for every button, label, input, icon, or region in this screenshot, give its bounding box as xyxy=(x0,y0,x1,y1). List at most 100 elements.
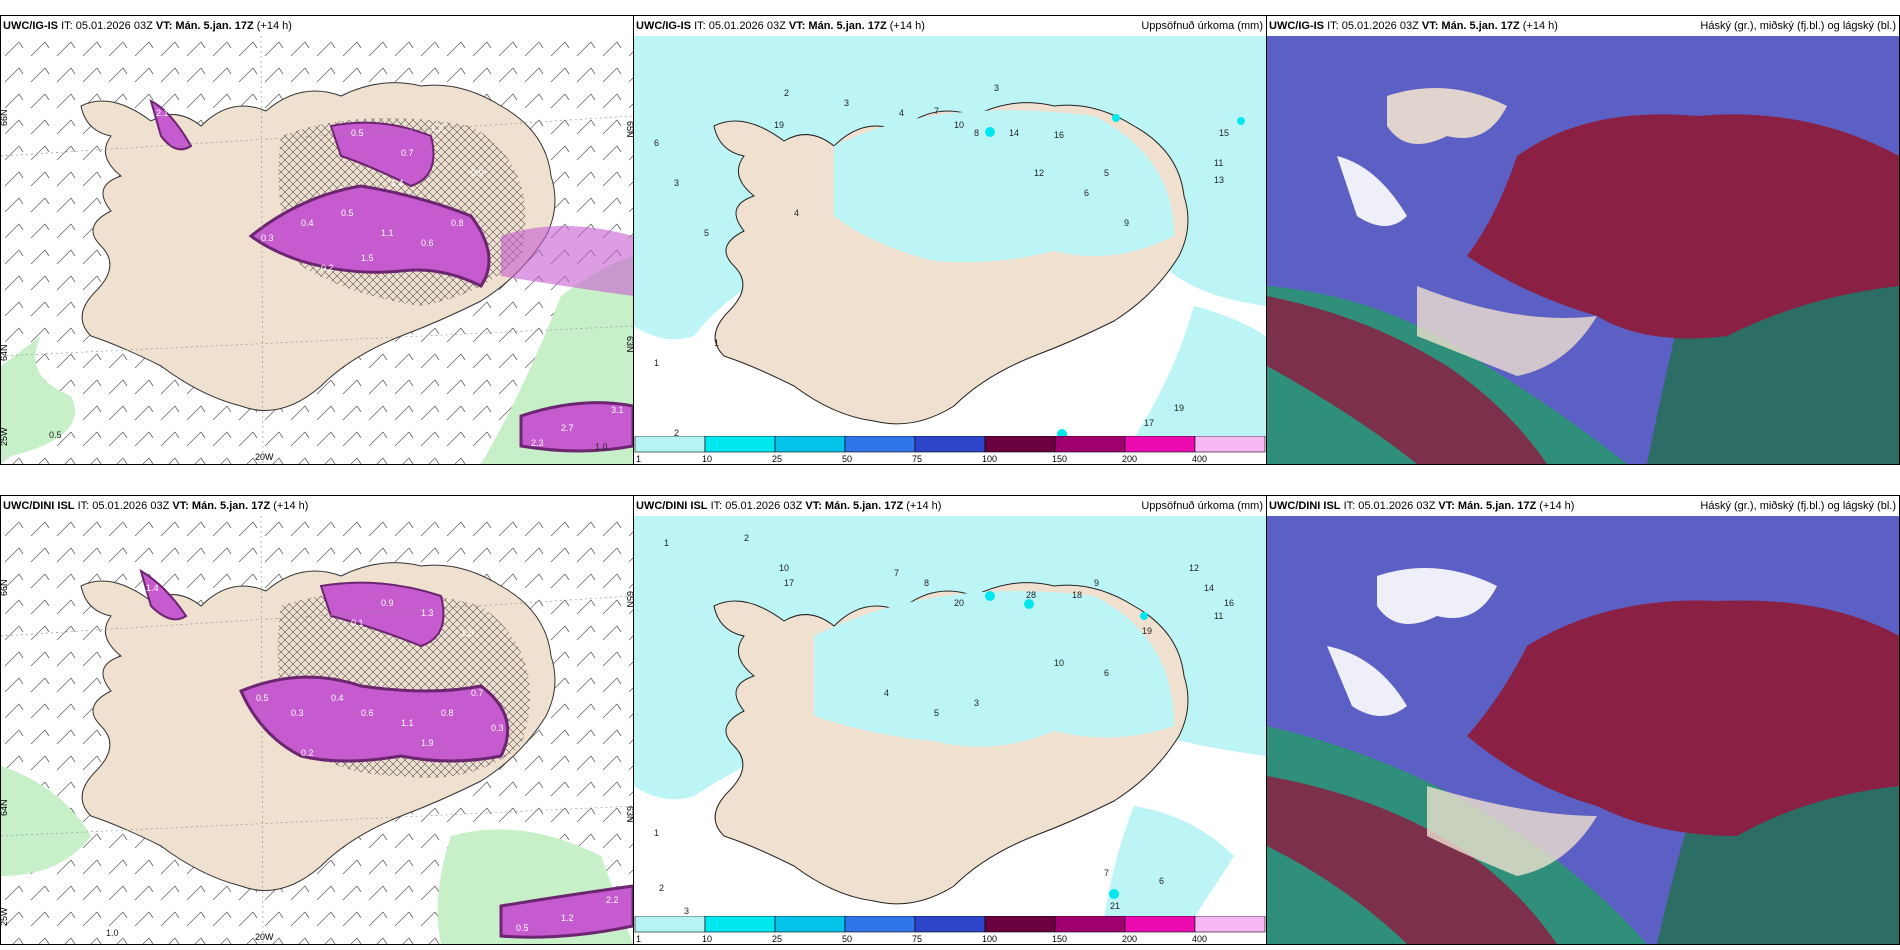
valid-time: VT: Mán. 5.jan. 17Z xyxy=(172,500,271,512)
svg-text:7: 7 xyxy=(894,568,899,578)
precip-light-area xyxy=(834,110,1174,263)
green-region xyxy=(1,766,91,876)
svg-text:1: 1 xyxy=(654,358,659,368)
svg-text:2.7: 2.7 xyxy=(561,423,574,433)
lat-label: 63N xyxy=(625,806,633,823)
svg-text:1.3: 1.3 xyxy=(421,608,434,618)
svg-text:0.2: 0.2 xyxy=(321,263,334,273)
panel-title: Uppsöfnuð úrkoma (mm) xyxy=(1141,500,1263,512)
svg-text:1.4: 1.4 xyxy=(391,178,404,188)
colorbar-tick: 100 xyxy=(982,934,997,944)
colorbar-segment xyxy=(1054,916,1126,933)
lat-label: 64N xyxy=(1,344,9,361)
svg-text:20: 20 xyxy=(954,598,964,608)
panel-title: Háský (gr.), miðský (fj.bl.) og lágský (… xyxy=(1700,20,1896,32)
colorbar-segment xyxy=(774,436,846,453)
svg-text:8: 8 xyxy=(974,128,979,138)
colorbar-tick: 400 xyxy=(1192,454,1207,464)
colorbar-tick: 200 xyxy=(1122,934,1137,944)
colorbar-segment xyxy=(914,916,986,933)
colorbar-tick: 150 xyxy=(1052,934,1067,944)
precip-light-area xyxy=(1134,306,1266,438)
panel-header: UWC/DINI ISL IT: 05.01.2026 03Z VT: Mán.… xyxy=(1,496,633,516)
svg-text:19: 19 xyxy=(774,120,784,130)
lat-label: 64N xyxy=(1,799,9,816)
high-cloud-area xyxy=(1467,600,1899,836)
green-region xyxy=(1,336,75,464)
svg-text:8: 8 xyxy=(924,578,929,588)
colorbar-segment xyxy=(914,436,986,453)
init-time: IT: 05.01.2026 03Z xyxy=(77,500,170,512)
svg-text:0.3: 0.3 xyxy=(491,723,504,733)
valid-time: VT: Mán. 5.jan. 17Z xyxy=(1438,500,1537,512)
colorbar-tick: 1 xyxy=(636,934,641,944)
panel-header: UWC/DINI ISL IT: 05.01.2026 03Z VT: Mán.… xyxy=(634,496,1266,516)
colorbar-tick: 25 xyxy=(772,454,782,464)
model-name: UWC/IG-IS xyxy=(3,20,58,32)
precip-values: 1 2 10 17 8 20 7 28 18 9 12 14 16 11 19 … xyxy=(654,533,1234,916)
svg-text:0.2: 0.2 xyxy=(301,748,314,758)
colorbar-segment xyxy=(1124,436,1196,453)
svg-text:0.1: 0.1 xyxy=(351,618,364,628)
lead-time: (+14 h) xyxy=(906,500,942,512)
init-time: IT: 05.01.2026 03Z xyxy=(1343,500,1436,512)
svg-text:12: 12 xyxy=(1189,563,1199,573)
svg-text:6: 6 xyxy=(654,138,659,148)
svg-text:10: 10 xyxy=(954,120,964,130)
colorbar-segment xyxy=(984,916,1056,933)
snow-band xyxy=(139,568,188,621)
lead-time: (+14 h) xyxy=(256,20,292,32)
colorbar-segment xyxy=(844,916,916,933)
map-precip: 2 3 4 7 10 8 3 19 14 16 5 15 11 13 12 6 … xyxy=(634,36,1266,438)
panel-top-middle-precip: UWC/IG-IS IT: 05.01.2026 03Z VT: Mán. 5.… xyxy=(633,15,1267,465)
colorbar-segment xyxy=(634,916,706,933)
lon-label: 20W xyxy=(255,932,274,942)
colorbar-tick: 1 xyxy=(636,454,641,464)
panel-top-right-clouds: UWC/IG-IS IT: 05.01.2026 03Z VT: Mán. 5.… xyxy=(1266,15,1900,465)
snow-values: 1.4 0.5 0.3 0.4 0.6 1.1 0.2 0.8 1.9 0.7 … xyxy=(106,583,619,938)
svg-text:0.8: 0.8 xyxy=(441,708,454,718)
colorbar-segment xyxy=(704,916,776,933)
snow-band xyxy=(499,884,633,939)
svg-text:0.3: 0.3 xyxy=(291,708,304,718)
svg-text:2: 2 xyxy=(784,88,789,98)
svg-text:11: 11 xyxy=(1214,611,1223,621)
valid-time: VT: Mán. 5.jan. 17Z xyxy=(805,500,904,512)
colorbar-segment xyxy=(704,436,776,453)
svg-text:0.9: 0.9 xyxy=(471,168,484,178)
svg-text:1.0: 1.0 xyxy=(461,628,474,638)
svg-text:4: 4 xyxy=(899,108,904,118)
svg-text:12: 12 xyxy=(1034,168,1044,178)
precip-colorbar: 1 10 25 50 75 100 150 200 400 xyxy=(634,916,1266,944)
svg-text:7: 7 xyxy=(934,106,939,116)
high-cloud-area xyxy=(1267,296,1547,464)
svg-text:6: 6 xyxy=(1104,668,1109,678)
svg-text:14: 14 xyxy=(1009,128,1019,138)
svg-text:2: 2 xyxy=(744,533,749,543)
precip-light-area xyxy=(814,591,1174,747)
svg-text:9: 9 xyxy=(1094,578,1099,588)
svg-text:5: 5 xyxy=(1104,168,1109,178)
map-precip: 1 2 10 17 8 20 7 28 18 9 12 14 16 11 19 … xyxy=(634,516,1266,918)
colorbar-tick: 50 xyxy=(842,934,852,944)
svg-text:0.3: 0.3 xyxy=(261,233,274,243)
precip-colorbar: 1 10 25 50 75 100 150 200 400 xyxy=(634,436,1266,464)
model-name: UWC/DINI ISL xyxy=(636,500,708,512)
snow-band xyxy=(501,226,633,296)
svg-text:14: 14 xyxy=(1204,583,1214,593)
precip-light-area xyxy=(1104,806,1234,918)
svg-text:2: 2 xyxy=(674,428,679,438)
colorbar-segment xyxy=(844,436,916,453)
colorbar-tick: 50 xyxy=(842,454,852,464)
lat-label: 66N xyxy=(1,579,9,596)
lead-time: (+14 h) xyxy=(1539,500,1575,512)
init-time: IT: 05.01.2026 03Z xyxy=(710,500,803,512)
svg-text:1.0: 1.0 xyxy=(106,928,119,938)
svg-text:1: 1 xyxy=(714,338,719,348)
svg-text:1.0: 1.0 xyxy=(595,442,608,452)
lon-label: 20W xyxy=(255,452,274,462)
colorbar-segment xyxy=(774,916,846,933)
model-name: UWC/IG-IS xyxy=(636,20,691,32)
svg-text:0.5: 0.5 xyxy=(49,430,62,440)
svg-text:0.5: 0.5 xyxy=(351,128,364,138)
